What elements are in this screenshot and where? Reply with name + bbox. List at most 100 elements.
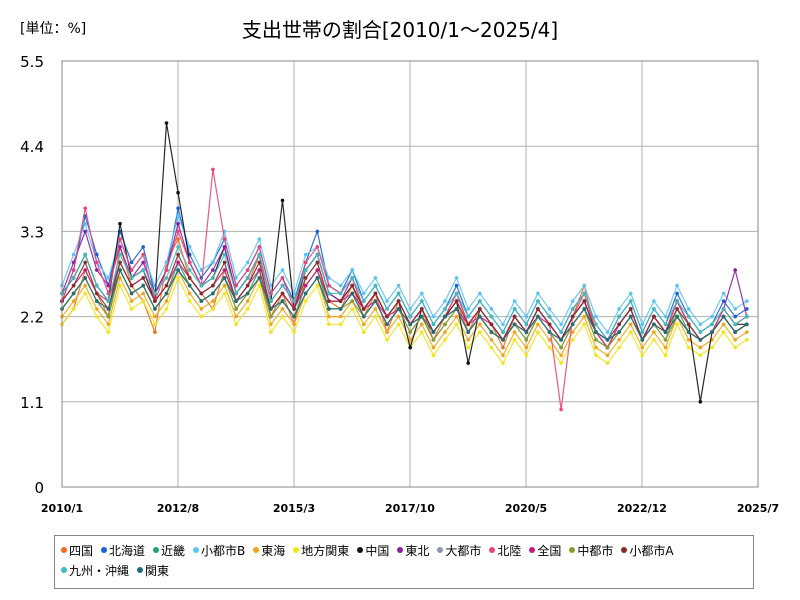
- data-point: [640, 330, 645, 334]
- data-point: [118, 260, 122, 265]
- data-point: [350, 299, 355, 303]
- data-point: [292, 291, 296, 296]
- data-point: [292, 307, 296, 311]
- data-point: [83, 268, 87, 272]
- data-point: [71, 291, 76, 296]
- legend-label: 中国: [365, 543, 390, 558]
- data-point: [269, 283, 273, 288]
- legend-label: 関東: [145, 563, 170, 578]
- data-point: [536, 322, 540, 327]
- data-point: [280, 198, 285, 203]
- data-point: [489, 307, 494, 311]
- x-tick-label: 2012/8: [157, 502, 199, 515]
- data-point: [524, 345, 529, 350]
- legend-label: 九州・沖縄: [69, 563, 130, 578]
- data-point: [628, 322, 633, 327]
- data-point: [327, 322, 331, 327]
- legend-label: 北海道: [109, 543, 146, 558]
- data-point: [176, 245, 180, 249]
- data-point: [129, 299, 134, 303]
- legend-marker: [529, 547, 536, 553]
- data-point: [536, 330, 540, 334]
- data-point: [478, 307, 482, 311]
- data-point: [164, 291, 169, 296]
- legend: 四国 北海道 近畿 小都市B 東海 地方関東 中国 東北 大都市 北陸 全国 中都市 小都市A 九州・沖縄…: [54, 535, 754, 589]
- data-point: [396, 299, 401, 303]
- data-point: [257, 283, 262, 288]
- legend-item: 大都市: [437, 540, 481, 560]
- data-point: [164, 299, 169, 303]
- data-point: [303, 299, 308, 303]
- data-point: [176, 229, 180, 234]
- data-point: [617, 314, 621, 319]
- data-point: [106, 330, 111, 334]
- data-point: [71, 252, 76, 257]
- plot-frame: [61, 60, 759, 488]
- data-point: [478, 314, 482, 319]
- data-point: [211, 299, 215, 303]
- data-point: [129, 276, 134, 280]
- data-point: [83, 206, 87, 210]
- data-point: [303, 283, 308, 288]
- data-point: [454, 314, 459, 319]
- data-point: [396, 314, 401, 319]
- legend-label: 全国: [537, 543, 562, 558]
- data-point: [187, 291, 192, 296]
- data-point: [106, 314, 111, 319]
- data-point: [733, 330, 737, 334]
- data-point: [594, 353, 598, 358]
- legend-item: 近畿: [153, 540, 185, 560]
- data-point: [686, 338, 691, 342]
- data-point: [141, 252, 145, 257]
- data-point: [280, 299, 285, 303]
- data-point: [315, 268, 320, 272]
- data-point: [118, 276, 122, 280]
- data-point: [582, 291, 587, 296]
- data-point: [385, 338, 389, 342]
- data-point: [524, 353, 529, 358]
- data-point: [327, 276, 331, 280]
- legend-item: 東海: [253, 540, 285, 560]
- data-point: [327, 299, 331, 303]
- data-point: [466, 314, 471, 319]
- data-point: [118, 252, 122, 257]
- data-point: [466, 361, 471, 365]
- data-point: [675, 283, 679, 288]
- axes: 0 1.1 2.2 3.3 4.4 5.5 2010/1 2012/8 2015/3 2017/1…: [20, 53, 779, 515]
- data-point: [733, 345, 737, 350]
- data-point: [617, 307, 621, 311]
- data-point: [303, 260, 308, 265]
- data-point: [362, 322, 366, 327]
- data-point: [559, 353, 563, 358]
- legend-marker: [101, 547, 108, 553]
- data-point: [234, 276, 238, 280]
- data-point: [257, 260, 262, 265]
- data-point: [617, 322, 621, 327]
- data-point: [153, 291, 157, 296]
- data-point: [605, 345, 610, 350]
- series-3: [60, 213, 749, 334]
- data-point: [222, 260, 227, 265]
- data-point: [640, 353, 645, 358]
- legend-marker: [397, 547, 404, 553]
- data-point: [408, 314, 413, 319]
- data-point: [234, 307, 238, 311]
- data-point: [83, 260, 87, 265]
- data-point: [199, 307, 204, 311]
- data-point: [95, 314, 99, 319]
- data-point: [663, 345, 668, 350]
- legend-label: 東海: [261, 543, 286, 558]
- data-point: [489, 322, 494, 327]
- data-point: [280, 276, 285, 280]
- y-tick-label: 3.3: [20, 223, 44, 241]
- legend-label: 北陸: [497, 543, 522, 558]
- data-point: [512, 330, 517, 334]
- data-point: [698, 330, 703, 334]
- data-point: [71, 283, 76, 288]
- data-point: [686, 314, 691, 319]
- data-point: [686, 322, 691, 327]
- data-point: [327, 291, 331, 296]
- x-tick-label: 2020/5: [505, 502, 547, 515]
- legend-item: 小都市A: [621, 540, 674, 560]
- data-point: [431, 314, 436, 319]
